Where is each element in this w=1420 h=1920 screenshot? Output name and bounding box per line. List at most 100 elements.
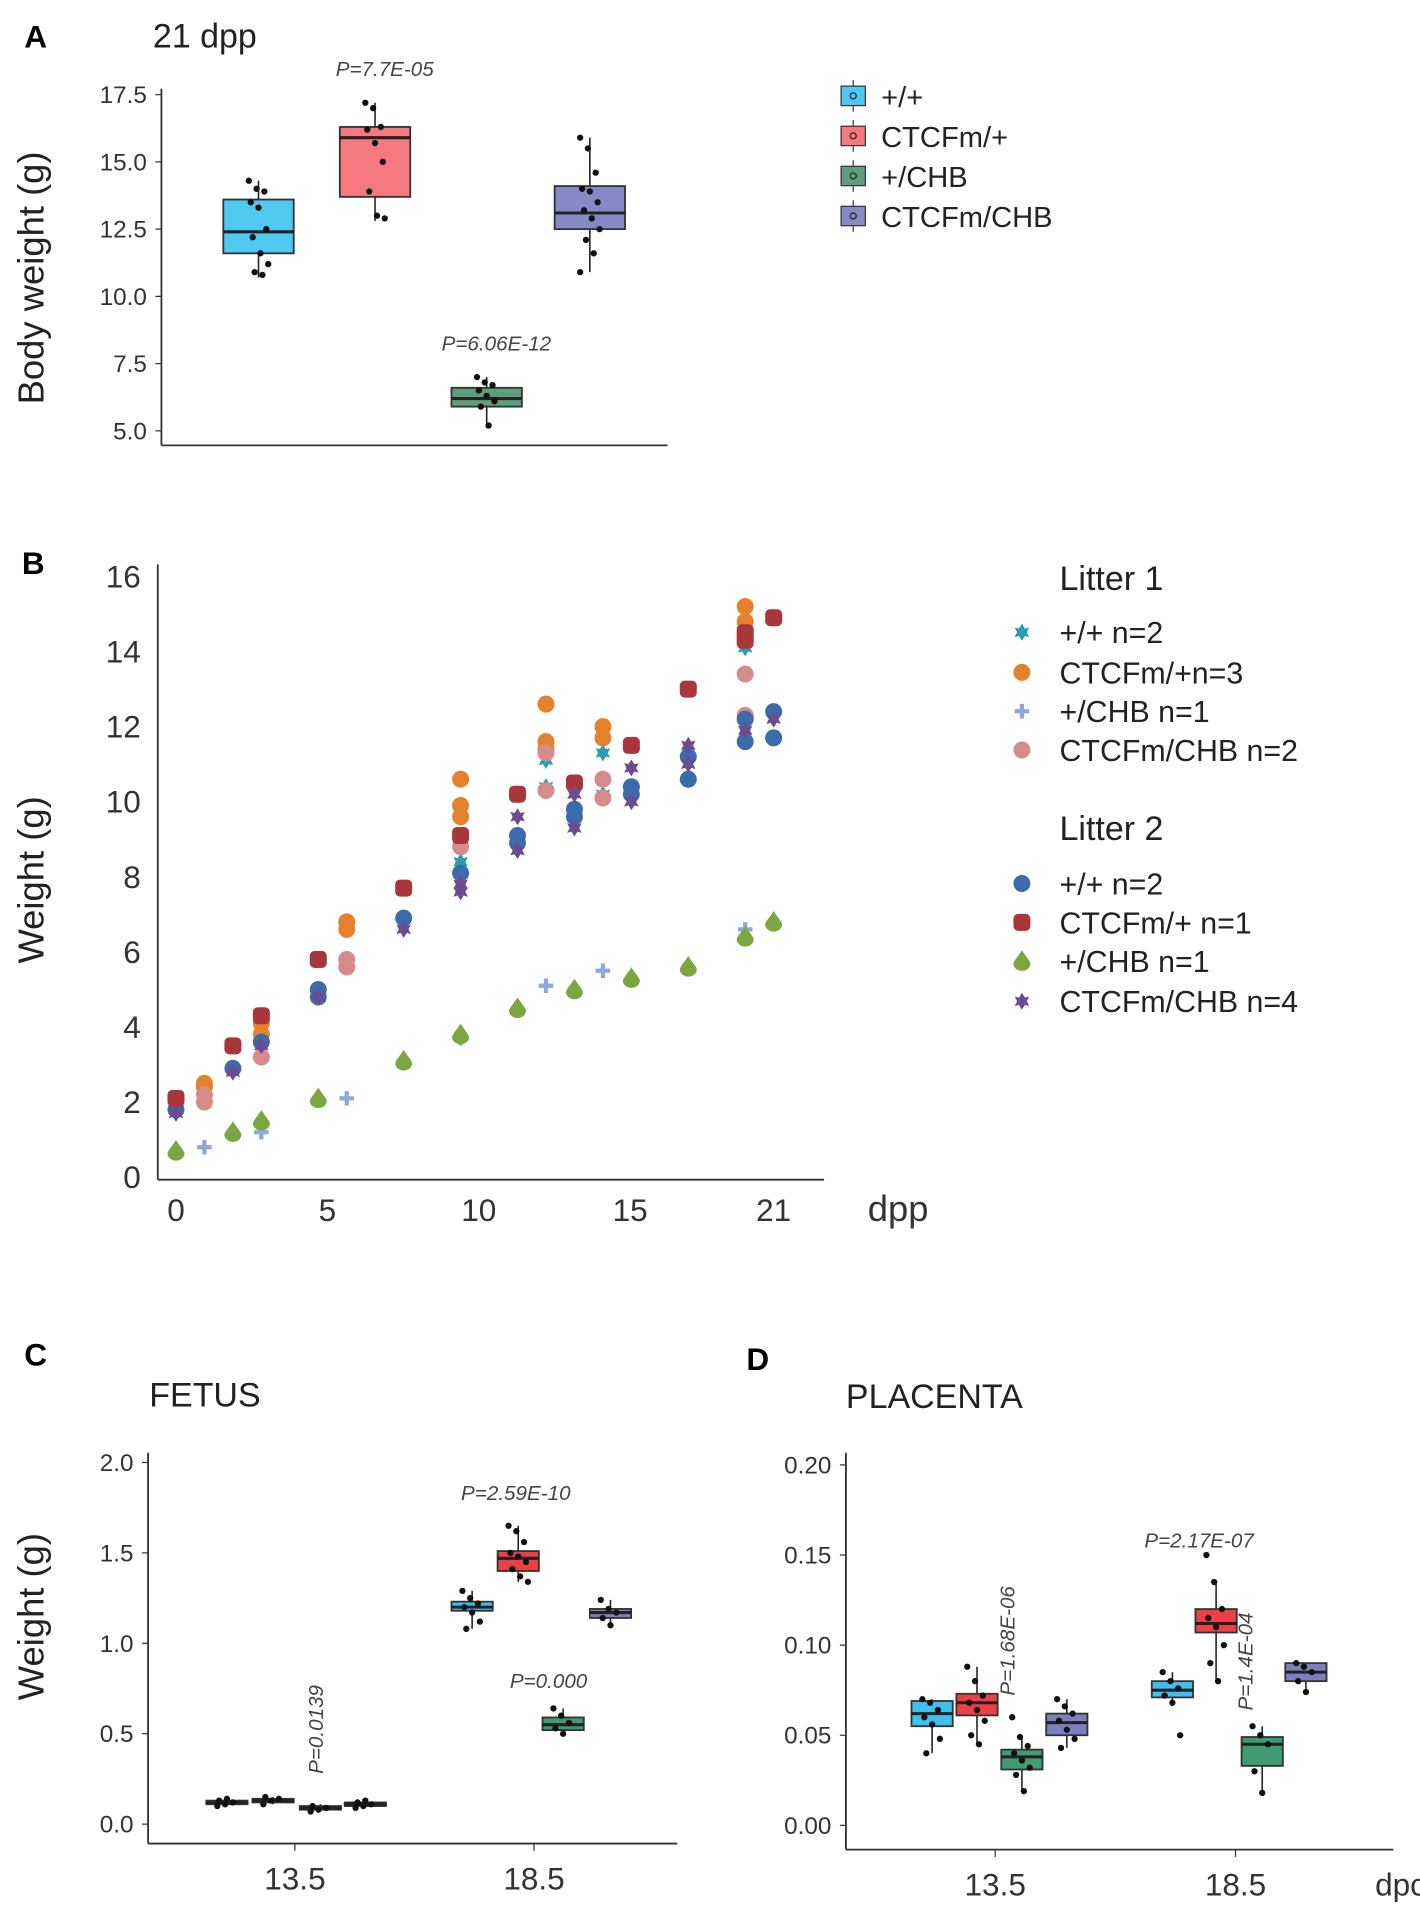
data-point [463, 1625, 470, 1632]
data-point [476, 1618, 484, 1625]
point-star [168, 1104, 184, 1122]
point-circle [765, 729, 783, 747]
data-point [481, 379, 488, 386]
legend-marker [1013, 875, 1031, 893]
data-point [1071, 1735, 1078, 1742]
point-circle [594, 770, 612, 788]
panel-b-ylabel: Weight (g) [11, 796, 52, 963]
point-circle [594, 789, 612, 807]
data-point [377, 123, 385, 131]
data-point [552, 1725, 559, 1732]
legend-label: +/CHB n=1 [1060, 696, 1210, 729]
data-point [354, 1799, 361, 1806]
data-point [979, 1692, 986, 1699]
legend-label: CTCFm/+ [881, 122, 1008, 154]
y-tick-label: 0.5 [100, 1721, 134, 1748]
data-point [315, 1806, 322, 1813]
point-circle [594, 729, 612, 747]
legend-key-box [840, 165, 866, 187]
legend-label: CTCFm/CHB n=4 [1060, 986, 1298, 1019]
data-point [576, 134, 584, 141]
data-point [214, 1802, 221, 1810]
data-point [261, 188, 268, 195]
point-square [679, 680, 697, 698]
data-point [565, 1719, 573, 1727]
p-value-label: P=1.4E-04 [1235, 1612, 1258, 1710]
legend-label: +/+ n=2 [1060, 617, 1164, 650]
data-point [1211, 1578, 1218, 1586]
panel-d-title: PLACENTA [846, 1378, 1023, 1416]
point-star [453, 853, 468, 871]
point-plus [197, 1139, 212, 1155]
point-square [224, 1037, 242, 1055]
point-drop [509, 997, 527, 1018]
y-tick-label: 1.5 [100, 1540, 134, 1567]
data-point [1020, 1787, 1028, 1795]
data-point [223, 1795, 231, 1802]
data-point [968, 1732, 975, 1739]
p-value-label: P=2.59E-10 [461, 1482, 571, 1505]
legend-key-point [849, 132, 857, 140]
panel-label-a: A [24, 18, 47, 54]
y-tick-label: 0.10 [784, 1633, 831, 1660]
data-point [576, 269, 584, 276]
data-point [923, 1750, 930, 1757]
x-tick-label: 18.5 [1205, 1867, 1266, 1903]
data-point [1257, 1732, 1264, 1739]
box-CTCFm/+ [496, 1550, 540, 1572]
data-point [1069, 1710, 1076, 1717]
data-point [369, 104, 377, 112]
data-point [1024, 1742, 1031, 1750]
data-point [1203, 1551, 1210, 1559]
y-tick-label: 0 [123, 1159, 141, 1195]
data-point [936, 1735, 944, 1742]
data-point [307, 1808, 314, 1815]
data-point [367, 1801, 375, 1808]
panel-label-c: C [24, 1336, 47, 1372]
data-point [919, 1696, 926, 1703]
data-point [507, 1549, 514, 1557]
y-tick-label: 17.5 [100, 82, 147, 109]
panel-c-title: FETUS [149, 1377, 260, 1415]
data-point [474, 1600, 482, 1607]
p-value-label: P=0.000 [510, 1670, 588, 1693]
data-point [524, 1578, 532, 1585]
box-+/CHB [1240, 1736, 1284, 1767]
legend-marker [1013, 663, 1031, 681]
point-drop [167, 1140, 185, 1161]
data-point [1016, 1733, 1024, 1741]
data-point [927, 1699, 934, 1706]
data-point [558, 1712, 565, 1719]
legend-key-box [840, 205, 866, 227]
data-point [262, 1793, 269, 1801]
point-drop [736, 925, 754, 947]
data-point [475, 387, 483, 394]
data-point [1300, 1663, 1308, 1670]
panel-c-ylabel: Weight (g) [11, 1533, 52, 1700]
p-value-label: P=0.0139 [305, 1685, 328, 1774]
panel-a-title: 21 dpp [153, 17, 257, 55]
legend-marker [1014, 623, 1030, 641]
data-point [586, 188, 594, 195]
p-value-label: P=2.17E-07 [1144, 1529, 1255, 1552]
point-star [225, 1063, 241, 1081]
box-CTCFm/+ [955, 1692, 999, 1717]
data-point [592, 169, 599, 176]
point-star [567, 785, 582, 803]
data-point [1294, 1678, 1302, 1685]
data-point [491, 398, 498, 405]
y-tick-label: 8 [123, 859, 141, 895]
data-point [485, 422, 492, 429]
data-point [1009, 1714, 1016, 1721]
data-point [1057, 1744, 1065, 1752]
data-point [257, 250, 264, 257]
data-point [379, 158, 386, 166]
point-square [622, 736, 640, 754]
x-tick-label: 15 [613, 1192, 648, 1228]
point-star [510, 808, 525, 826]
point-star [766, 710, 781, 728]
data-point [1055, 1717, 1063, 1724]
y-tick-label: 2.0 [100, 1450, 134, 1477]
y-tick-label: 0.15 [784, 1543, 831, 1570]
point-square [565, 774, 583, 792]
